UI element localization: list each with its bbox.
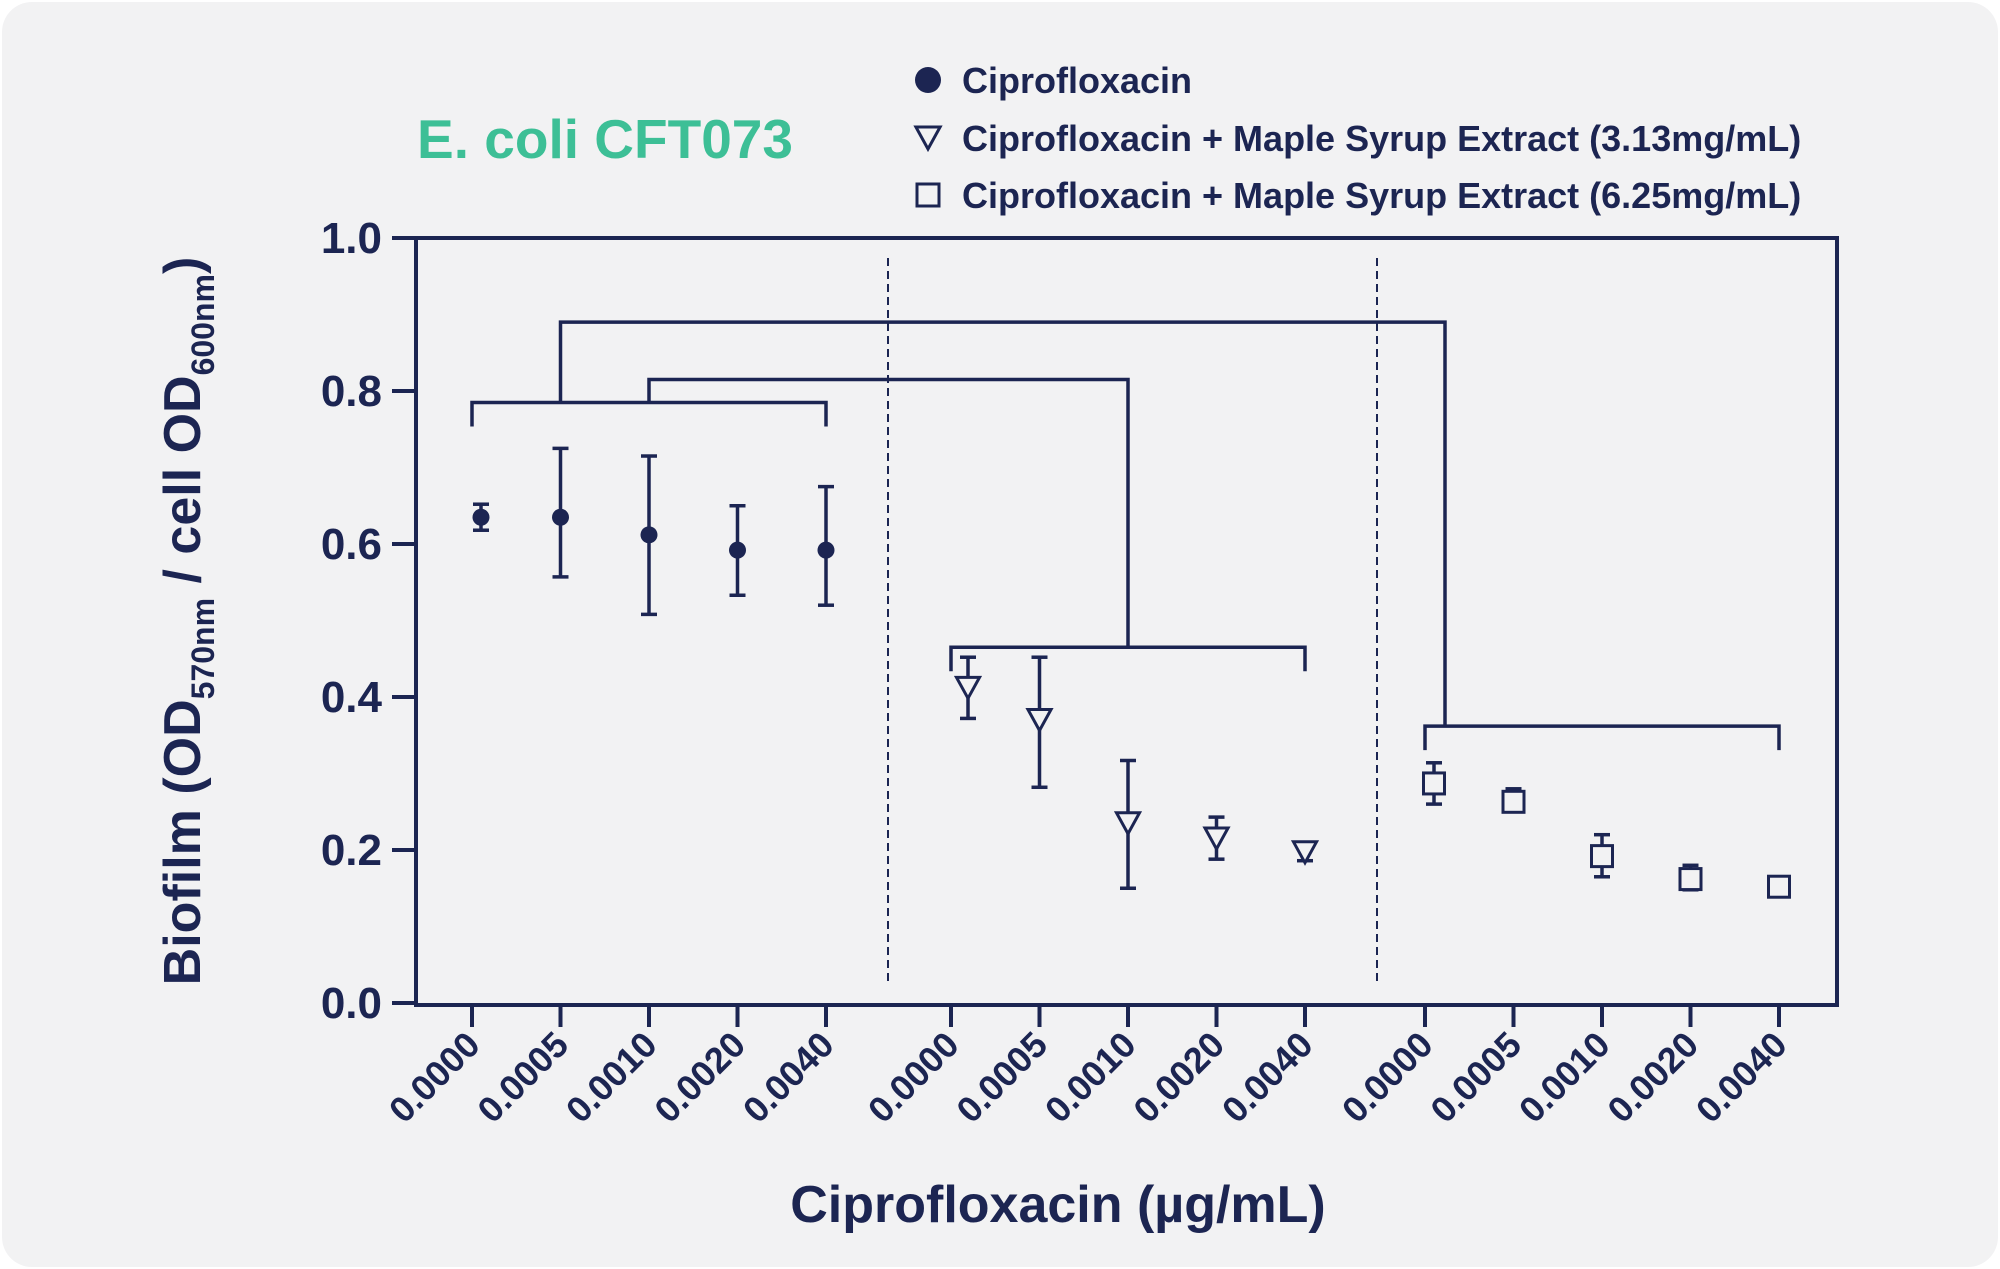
chart-title: E. coli CFT073 — [417, 108, 793, 170]
y-tick-label: 0.6 — [321, 520, 382, 569]
legend-item: Ciprofloxacin — [915, 60, 1192, 101]
y-axis-label-suffix: ) — [154, 257, 212, 274]
y-axis-label: Biofilm (OD570nm / cell OD600nm) — [154, 257, 221, 986]
y-axis-label-sub1: 570nm — [185, 598, 221, 699]
x-axis-label: Ciprofloxacin (µg/mL) — [790, 1176, 1326, 1234]
data-point — [1501, 789, 1526, 814]
y-axis: 0.0 0.2 0.4 0.6 0.8 1.0 — [321, 214, 416, 1028]
series-3 — [1422, 761, 1791, 899]
legend-item: Ciprofloxacin + Maple Syrup Extract (6.2… — [915, 175, 1801, 216]
data-point — [1422, 771, 1446, 796]
legend-label: Ciprofloxacin + Maple Syrup Extract (6.2… — [962, 175, 1801, 216]
series-1 — [472, 446, 835, 617]
data-point — [1590, 844, 1614, 869]
data-point — [817, 541, 835, 559]
data-point — [729, 541, 746, 559]
y-axis-label-middle: / cell OD — [154, 375, 212, 598]
data-point — [1202, 826, 1231, 853]
y-tick-label: 0.8 — [321, 367, 382, 416]
data-point — [1290, 840, 1320, 866]
data-point — [953, 675, 983, 702]
data-point — [1767, 874, 1791, 899]
bracket-connector — [647, 377, 1130, 648]
legend-label: Ciprofloxacin — [962, 60, 1192, 101]
legend-label: Ciprofloxacin + Maple Syrup Extract (3.1… — [962, 118, 1801, 159]
data-point — [640, 526, 658, 544]
data-point — [552, 508, 569, 526]
series-2 — [953, 655, 1320, 890]
legend-marker — [913, 125, 943, 153]
y-tick-label: 1.0 — [321, 214, 382, 263]
bracket — [1423, 724, 1781, 751]
y-axis-label-prefix: Biofilm (OD — [154, 699, 212, 985]
data-point — [1678, 867, 1703, 892]
data-point — [1113, 811, 1143, 837]
y-tick-label: 0.2 — [321, 826, 382, 875]
legend-marker — [915, 182, 941, 208]
significance-brackets — [470, 320, 1781, 751]
legend-item: Ciprofloxacin + Maple Syrup Extract (3.1… — [913, 118, 1801, 159]
bracket-connector — [558, 320, 1447, 727]
y-axis-label-sub2: 600nm — [185, 274, 221, 375]
legend-marker — [915, 67, 941, 93]
y-tick-label: 0.0 — [321, 979, 382, 1028]
legend: Ciprofloxacin Ciprofloxacin + Maple Syrup… — [913, 60, 1801, 216]
data-points — [472, 446, 1791, 899]
y-tick-label: 0.4 — [321, 673, 383, 722]
data-point — [472, 508, 490, 526]
data-point — [1025, 707, 1054, 734]
